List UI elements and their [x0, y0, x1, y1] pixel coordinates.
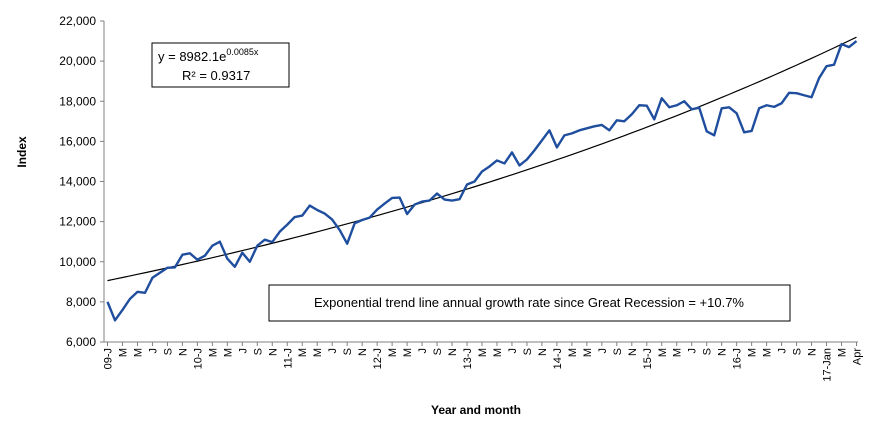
y-tick-label: 22,000	[59, 14, 96, 28]
y-tick-label: 10,000	[59, 255, 96, 269]
x-tick-label: N	[177, 348, 189, 356]
x-tick-label: N	[627, 348, 639, 356]
x-tick-label: S	[252, 348, 264, 355]
x-tick-label: N	[357, 348, 369, 356]
x-tick-label: J	[777, 348, 789, 354]
y-axis-title: Index	[15, 136, 29, 168]
x-tick-label: M	[492, 348, 504, 357]
x-tick-label: S	[342, 348, 354, 355]
x-tick-label: J	[417, 348, 429, 354]
x-tick-label: 10-J	[192, 348, 204, 369]
x-tick-label: J	[327, 348, 339, 354]
x-tick-label: M	[582, 348, 594, 357]
series	[106, 40, 858, 322]
x-tick-label: M	[297, 348, 309, 357]
x-tick-label: M	[762, 348, 774, 357]
x-ticks: 09-J M M J S N 10-J M M J S N 11-J M M J S N 12-J M M J S N 13-J…	[103, 342, 864, 382]
x-tick-label: 13-J	[462, 348, 474, 369]
x-tick-label: M	[222, 348, 234, 357]
y-tick-label: 20,000	[59, 54, 96, 68]
x-tick-label: 17-Jan	[822, 348, 834, 382]
x-tick-label: N	[267, 348, 279, 356]
x-tick-label: N	[807, 348, 819, 356]
trendline-equation: y = 8982.1e0.0085x	[158, 47, 259, 64]
x-tick-label: M	[387, 348, 399, 357]
y-axis: 6,000 8,000 10,000 12,000 14,000 16,000 18,000…	[59, 14, 105, 349]
equation-exponent: 0.0085x	[226, 47, 259, 57]
y-tick-label: 16,000	[59, 134, 96, 148]
x-tick-label: S	[162, 348, 174, 355]
x-tick-label: M	[567, 348, 579, 357]
x-tick-label: M	[477, 348, 489, 357]
trendline-curve	[107, 36, 857, 282]
x-tick-label: S	[522, 348, 534, 355]
x-tick-label: M	[747, 348, 759, 357]
x-tick-label: J	[597, 348, 609, 354]
growth-annotation: Exponential trend line annual growth rat…	[314, 295, 744, 310]
y-tick-label: 6,000	[66, 335, 96, 349]
x-tick-label: J	[687, 348, 699, 354]
x-axis: 09-J M M J S N 10-J M M J S N 11-J M M J S N 12-J M M J S N 13-J…	[103, 341, 864, 382]
x-tick-label: M	[672, 348, 684, 357]
series-line	[106, 40, 858, 322]
x-tick-label: M	[402, 348, 414, 357]
y-ticks: 6,000 8,000 10,000 12,000 14,000 16,000 18,000…	[59, 14, 104, 349]
x-tick-label: M	[207, 348, 219, 357]
equation-box-frame	[151, 42, 290, 88]
y-tick-label: 8,000	[66, 295, 96, 309]
x-tick-label: J	[147, 348, 159, 354]
trendline	[107, 36, 857, 282]
x-tick-label: S	[432, 348, 444, 355]
annotation-frame	[268, 284, 791, 322]
y-tick-label: 12,000	[59, 215, 96, 229]
x-tick-label: N	[447, 348, 459, 356]
x-tick-label: M	[837, 348, 849, 357]
x-tick-label: S	[792, 348, 804, 355]
x-tick-label: M	[117, 348, 129, 357]
x-tick-label: 12-J	[372, 348, 384, 369]
x-tick-label: S	[612, 348, 624, 355]
y-tick-label: 14,000	[59, 175, 96, 189]
x-tick-label: N	[717, 348, 729, 356]
x-tick-label: N	[537, 348, 549, 356]
y-tick-label: 18,000	[59, 94, 96, 108]
x-tick-label: S	[702, 348, 714, 355]
x-tick-label: 15-J	[642, 348, 654, 369]
x-tick-label: 11-J	[282, 348, 294, 369]
equation-base: y = 8982.1e	[158, 49, 226, 64]
x-tick-label: M	[657, 348, 669, 357]
x-tick-label: 14-J	[552, 348, 564, 369]
growth-annotation-box: Exponential trend line annual growth rat…	[268, 284, 791, 322]
x-tick-label: J	[507, 348, 519, 354]
x-tick-label: 16-J	[732, 348, 744, 369]
trendline-equation-box: y = 8982.1e0.0085x R² = 0.9317	[151, 42, 290, 88]
x-axis-title: Year and month	[431, 403, 521, 417]
x-tick-label: 09-J	[103, 348, 115, 369]
x-tick-label: Apr	[852, 348, 864, 365]
x-tick-label: M	[132, 348, 144, 357]
x-tick-label: J	[237, 348, 249, 354]
trendline-r-squared: R² = 0.9317	[182, 68, 250, 83]
x-tick-label: M	[312, 348, 324, 357]
